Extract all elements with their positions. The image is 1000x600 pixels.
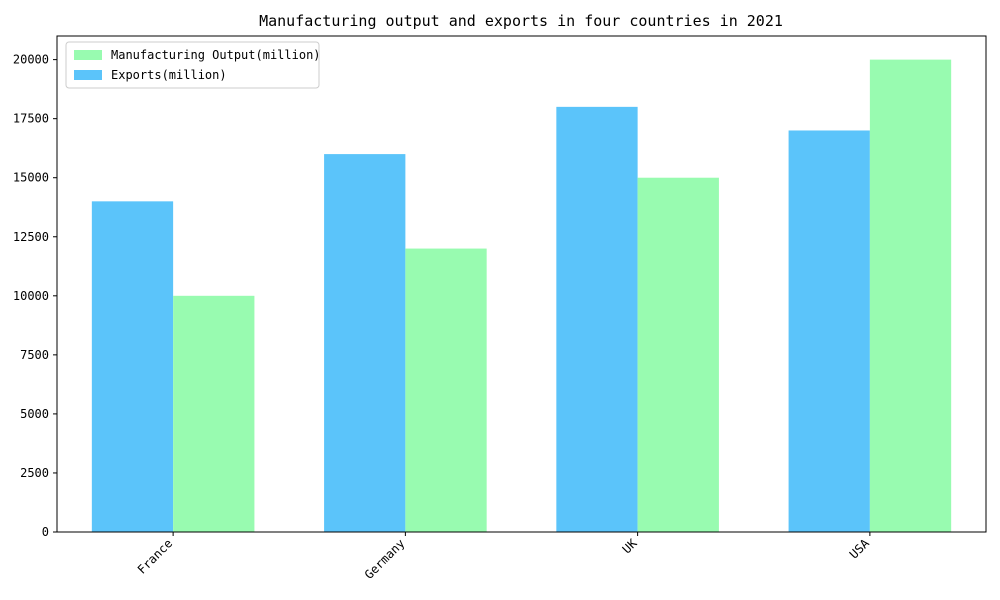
legend-swatch: [74, 70, 102, 80]
legend-label: Manufacturing Output(million): [111, 48, 321, 62]
x-tick-label-uk: UK: [620, 536, 641, 557]
y-tick-label: 0: [42, 525, 49, 539]
x-tick-label-germany: Germany: [362, 536, 408, 582]
bar-usa-exports: [788, 130, 870, 532]
bar-uk-exports: [556, 106, 638, 532]
bar-germany-manufacturing-output: [405, 248, 487, 533]
y-axis: 0 2500 5000 7500 10000 12500 15000 17500 20000: [13, 53, 57, 539]
y-tick-label: 17500: [13, 112, 49, 126]
bar-germany-exports: [324, 154, 406, 532]
y-tick-label: 2500: [20, 466, 49, 480]
bar-uk-manufacturing-output: [637, 177, 719, 532]
y-tick-label: 15000: [13, 171, 49, 185]
bars-group: [91, 59, 952, 533]
x-tick-label-france: France: [135, 536, 176, 577]
bar-france-manufacturing-output: [173, 295, 255, 532]
x-tick-label-usa: USA: [847, 536, 873, 562]
y-tick-label: 20000: [13, 53, 49, 67]
y-tick-label: 7500: [20, 348, 49, 362]
legend: Manufacturing Output(million) Exports(mil…: [65, 41, 321, 89]
legend-label: Exports(million): [111, 68, 227, 82]
y-tick-label: 5000: [20, 407, 49, 421]
bar-france-exports: [91, 201, 174, 533]
y-tick-label: 12500: [13, 230, 49, 244]
legend-box: [65, 41, 320, 89]
plot-frame: [56, 35, 987, 533]
legend-swatch: [74, 50, 102, 60]
x-axis: France Germany UK USA: [135, 532, 873, 582]
chart-title: Manufacturing output and exports in four…: [259, 12, 783, 30]
y-tick-label: 10000: [13, 289, 49, 303]
bar-usa-manufacturing-output: [869, 59, 952, 532]
